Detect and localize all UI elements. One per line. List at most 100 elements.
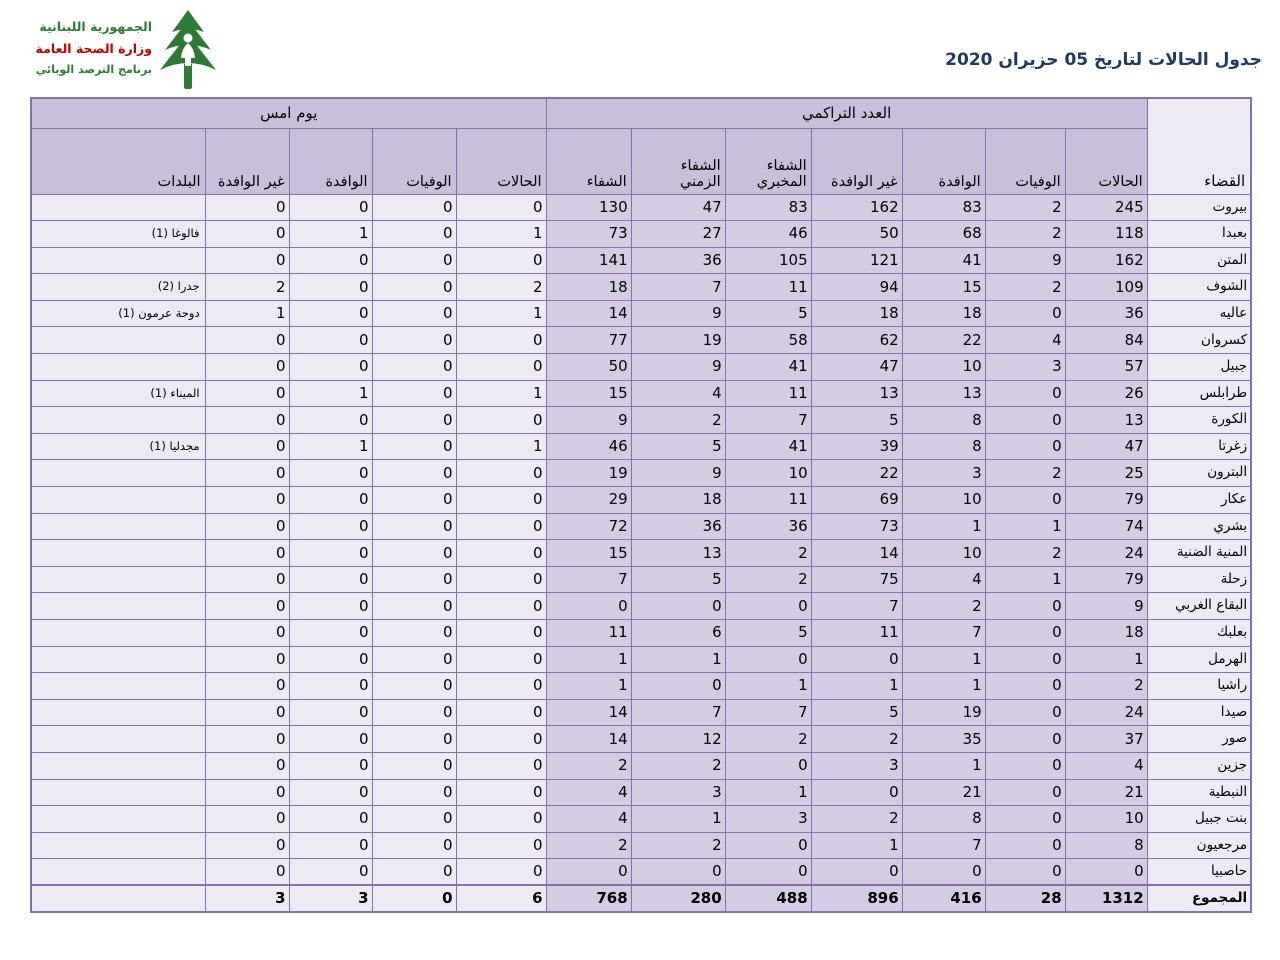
yesterday-value-1: 1 bbox=[455, 220, 547, 248]
cumulative-value-3: 10 bbox=[901, 539, 986, 567]
yesterday-value-3: 0 bbox=[288, 353, 373, 381]
towns-note bbox=[30, 565, 206, 594]
cumulative-value-3: 1 bbox=[901, 672, 986, 700]
cumulative-value-7: 14 bbox=[545, 299, 632, 328]
cumulative-value-6: 47 bbox=[630, 193, 726, 222]
yesterday-value-3: 0 bbox=[288, 805, 373, 833]
district-name: البترون bbox=[1146, 459, 1252, 488]
column-header-yesterday-4: غير الوافدة bbox=[204, 127, 290, 195]
cumulative-value-7: 14 bbox=[545, 725, 632, 753]
cumulative-value-2: 0 bbox=[984, 645, 1066, 674]
yesterday-value-4: 1 bbox=[204, 299, 290, 328]
yesterday-value-3: 0 bbox=[288, 778, 373, 807]
cumulative-value-7: 15 bbox=[545, 379, 632, 408]
cumulative-value-6: 7 bbox=[630, 698, 726, 727]
cumulative-value-1: 37 bbox=[1064, 725, 1148, 753]
cumulative-value-7: 130 bbox=[545, 193, 632, 222]
towns-note bbox=[30, 725, 206, 753]
column-header-cumulative-5: الشفاء المخبري bbox=[724, 127, 812, 195]
yesterday-value-3: 0 bbox=[288, 592, 373, 620]
towns-note bbox=[30, 512, 206, 541]
district-row: عكار 79 0 10 69 11 18 29 0 0 0 0 bbox=[30, 486, 1252, 514]
yesterday-value-3: 0 bbox=[288, 539, 373, 567]
cumulative-value-3: 41 bbox=[901, 246, 986, 275]
yesterday-value-4: 0 bbox=[204, 778, 290, 807]
cumulative-value-3: 13 bbox=[901, 379, 986, 408]
cumulative-value-6: 9 bbox=[630, 299, 726, 328]
district-name: جبيل bbox=[1146, 353, 1252, 381]
cumulative-value-7: 9 bbox=[545, 406, 632, 434]
towns-note bbox=[30, 751, 206, 780]
cumulative-value-4: 69 bbox=[810, 486, 903, 514]
logo-line-republic: الجمهورية اللبنانية bbox=[39, 19, 152, 34]
cumulative-value-7: 141 bbox=[545, 246, 632, 275]
column-header-district: القضاء bbox=[1146, 97, 1252, 195]
cumulative-value-2: 9 bbox=[984, 246, 1066, 275]
total-label: المجموع bbox=[1146, 884, 1252, 913]
cumulative-value-3: 7 bbox=[901, 831, 986, 860]
cumulative-value-7: 29 bbox=[545, 486, 632, 514]
cumulative-value-7: 0 bbox=[545, 858, 632, 886]
yesterday-value-1: 0 bbox=[455, 672, 547, 700]
cumulative-value-5: 11 bbox=[724, 379, 812, 408]
towns-note bbox=[30, 698, 206, 727]
yesterday-value-2: 0 bbox=[371, 831, 457, 860]
yesterday-value-2: 0 bbox=[371, 645, 457, 674]
cumulative-value-1: 74 bbox=[1064, 512, 1148, 541]
cumulative-value-4: 5 bbox=[810, 406, 903, 434]
yesterday-value-2: 0 bbox=[371, 486, 457, 514]
yesterday-value-1: 0 bbox=[455, 406, 547, 434]
cumulative-value-2: 0 bbox=[984, 299, 1066, 328]
yesterday-value-3: 0 bbox=[288, 698, 373, 727]
yesterday-value-3: 0 bbox=[288, 193, 373, 222]
yesterday-value-1: 0 bbox=[455, 831, 547, 860]
column-header-yesterday-2: الوفيات bbox=[371, 127, 457, 195]
district-row: طرابلس 26 0 13 13 11 4 15 1 0 1 0 الميناء (1) bbox=[30, 379, 1252, 408]
district-name: بشري bbox=[1146, 512, 1252, 541]
cumulative-value-1: 10 bbox=[1064, 805, 1148, 833]
cumulative-value-1: 162 bbox=[1064, 246, 1148, 275]
cumulative-value-6: 0 bbox=[630, 858, 726, 886]
cumulative-value-5: 11 bbox=[724, 486, 812, 514]
cumulative-value-5: 0 bbox=[724, 831, 812, 860]
column-header-row: الحالات الوفيات الوافدة غير الوافدة الشفاء ا… bbox=[30, 127, 1251, 195]
cumulative-value-5: 46 bbox=[724, 220, 812, 248]
cumulative-value-6: 7 bbox=[630, 273, 726, 301]
cumulative-value-5: 11 bbox=[724, 273, 812, 301]
yesterday-value-1: 1 bbox=[455, 432, 547, 461]
district-name: زحلة bbox=[1146, 565, 1252, 594]
cumulative-value-4: 0 bbox=[810, 858, 903, 886]
yesterday-value-4: 0 bbox=[204, 486, 290, 514]
cumulative-value-3: 7 bbox=[901, 619, 986, 647]
district-row: الهرمل 1 0 1 0 0 1 1 0 0 0 0 bbox=[30, 645, 1252, 674]
district-row: بنت جبيل 10 0 8 2 3 1 4 0 0 0 0 bbox=[30, 805, 1252, 833]
towns-note bbox=[30, 326, 206, 355]
cumulative-value-2: 1 bbox=[984, 512, 1066, 541]
yesterday-value-4: 0 bbox=[204, 432, 290, 461]
cumulative-value-7: 4 bbox=[545, 805, 632, 833]
logo-line-program: برنامج الترصد الوبائي bbox=[35, 62, 152, 76]
yesterday-value-3: 0 bbox=[288, 406, 373, 434]
cumulative-value-4: 14 bbox=[810, 539, 903, 567]
cumulative-value-1: 0 bbox=[1064, 858, 1148, 886]
cumulative-value-6: 13 bbox=[630, 539, 726, 567]
yesterday-value-4: 0 bbox=[204, 193, 290, 222]
cumulative-value-2: 2 bbox=[984, 220, 1066, 248]
cumulative-value-7: 2 bbox=[545, 831, 632, 860]
cumulative-value-5: 7 bbox=[724, 406, 812, 434]
cumulative-value-3: 83 bbox=[901, 193, 986, 222]
cumulative-value-4: 1 bbox=[810, 831, 903, 860]
group-header-cumulative: العدد التراكمي bbox=[545, 97, 1148, 129]
cumulative-value-3: 8 bbox=[901, 432, 986, 461]
cumulative-value-6: 27 bbox=[630, 220, 726, 248]
district-row: جبيل 57 3 10 47 41 9 50 0 0 0 0 bbox=[30, 353, 1252, 381]
district-name: جزين bbox=[1146, 751, 1252, 780]
towns-note bbox=[30, 858, 206, 886]
yesterday-value-2: 0 bbox=[371, 805, 457, 833]
yesterday-value-1: 2 bbox=[455, 273, 547, 301]
cumulative-value-3: 2 bbox=[901, 592, 986, 620]
cumulative-value-1: 84 bbox=[1064, 326, 1148, 355]
yesterday-value-4: 3 bbox=[204, 884, 290, 913]
cumulative-value-4: 5 bbox=[810, 698, 903, 727]
district-name: البقاع الغربي bbox=[1146, 592, 1252, 620]
